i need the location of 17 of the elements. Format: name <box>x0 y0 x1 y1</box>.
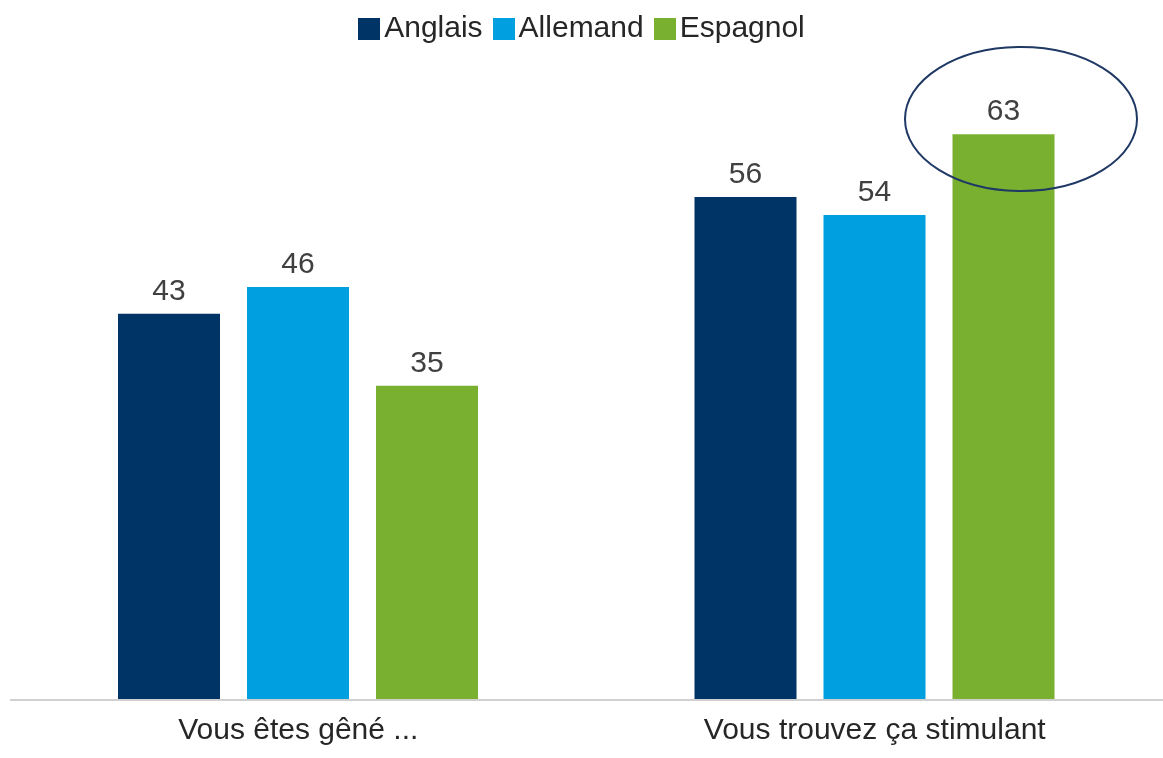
bar <box>952 134 1055 700</box>
bar <box>118 313 220 700</box>
bar <box>694 197 797 700</box>
x-tick-label: Vous trouvez ça stimulant <box>703 712 1047 746</box>
data-label: 43 <box>152 272 186 306</box>
data-label: 54 <box>857 174 892 208</box>
x-tick-label: Vous êtes gêné ... <box>178 712 419 746</box>
bar <box>823 215 926 700</box>
data-label: 35 <box>410 344 444 378</box>
data-label: 46 <box>281 245 315 279</box>
bar <box>247 286 349 700</box>
legend-label: Espagnol <box>679 10 805 43</box>
legend-label: Anglais <box>384 10 483 43</box>
data-label: 56 <box>728 156 763 190</box>
legend-label: Allemand <box>518 10 644 43</box>
data-label: 63 <box>986 93 1021 127</box>
bar <box>376 385 478 700</box>
